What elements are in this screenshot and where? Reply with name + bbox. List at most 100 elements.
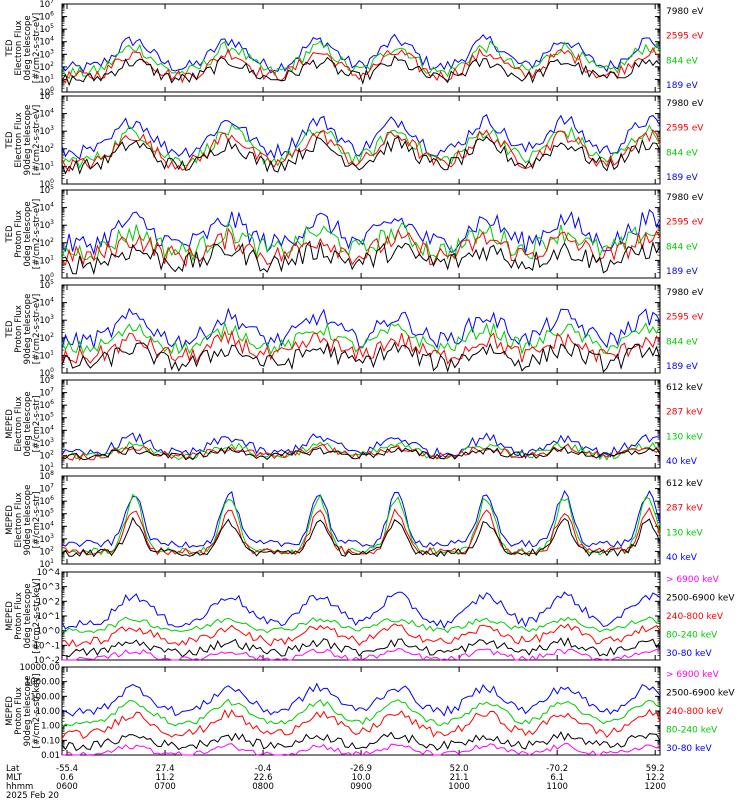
- legend-entry: 7980 eV: [666, 193, 704, 203]
- y-tick-label: 0.10: [41, 736, 60, 746]
- y-tick-label: 105: [39, 184, 54, 196]
- x-row-label: Lat: [6, 764, 20, 774]
- y-tick-label: 106: [39, 495, 54, 507]
- x-tick-label: -70.2: [546, 764, 568, 774]
- y-tick-label: 104: [39, 202, 54, 214]
- series-line: [61, 227, 661, 268]
- legend-entry: 189 eV: [666, 173, 699, 183]
- legend-entry: 2595 eV: [666, 32, 704, 42]
- series-line: [61, 446, 661, 461]
- x-row-label: hhmm: [6, 782, 33, 792]
- series-line: [61, 46, 661, 84]
- legend-entry: 7980 eV: [666, 288, 704, 298]
- legend-entry: 80-240 keV: [666, 726, 718, 736]
- series-line: [61, 698, 661, 728]
- x-tick-label: 10.0: [352, 773, 371, 783]
- legend-entry: 40 keV: [666, 457, 698, 467]
- y-tick-label: 101: [39, 73, 54, 85]
- legend-entry: 612 keV: [666, 479, 703, 489]
- y-tick-label: 103: [39, 314, 54, 326]
- y-axis-label: TEDElectron Flux0deg telescope[#/cm2-s-s…: [5, 13, 42, 83]
- panel-frame: [61, 571, 661, 661]
- y-tick-label: 102: [39, 143, 54, 155]
- series-line: [61, 240, 661, 276]
- y-tick-label: 103: [39, 533, 54, 545]
- y-tick-label: 103: [39, 219, 54, 231]
- y-tick-label: 100: [39, 272, 54, 284]
- legend-entry: > 6900 keV: [666, 670, 720, 680]
- x-tick-label: 6.1: [550, 773, 564, 783]
- series-line: [61, 682, 661, 717]
- series-line: [61, 637, 661, 658]
- y-tick-label: 104: [39, 108, 54, 120]
- y-tick-label: 107: [39, 483, 54, 495]
- legend-entry: 2595 eV: [666, 218, 704, 228]
- series-line: [61, 320, 661, 356]
- series-line: [61, 507, 661, 556]
- y-tick-label: 100: [39, 178, 54, 190]
- y-tick-label: 107: [39, 0, 54, 10]
- legend-entry: 30-80 keV: [666, 744, 712, 754]
- y-tick-label: 102: [39, 449, 54, 461]
- series-line: [61, 731, 661, 752]
- y-tick-label: 106: [39, 11, 54, 23]
- y-tick-label: 10.00: [36, 707, 60, 717]
- legend-entry: 287 keV: [666, 504, 703, 514]
- series-line: [61, 221, 661, 262]
- legend-entry: 7980 eV: [666, 7, 704, 17]
- y-tick-label: 105: [39, 90, 54, 102]
- x-tick-label: -55.4: [56, 764, 78, 774]
- y-axis-label: TEDProton Flux0deg telescope[#/cm2-s-str…: [5, 199, 42, 269]
- y-tick-label: 103: [39, 48, 54, 60]
- y-axis-label: TEDElectron Flux90deg telescope[#/cm2-s-…: [5, 105, 42, 176]
- x-tick-label: -0.4: [255, 764, 272, 774]
- y-tick-label: 105: [39, 508, 54, 520]
- series-line: [61, 341, 661, 373]
- panel-4: 100 101 102 103 104 105 TEDProton Flux90deg te…: [5, 279, 704, 379]
- panel-3: 100 101 102 103 104 105 TEDProton Flux0deg tel…: [5, 184, 704, 284]
- y-tick-label: 10^2: [37, 597, 60, 607]
- panel-frame: [61, 95, 661, 185]
- x-tick-label: 1100: [546, 782, 568, 792]
- series-line: [61, 307, 661, 351]
- series-line: [61, 33, 661, 74]
- series-line: [61, 329, 661, 365]
- y-tick-label: 103: [39, 125, 54, 137]
- legend-entry: 189 eV: [666, 267, 699, 277]
- x-tick-label: 59.2: [646, 764, 665, 774]
- x-tick-label: 1200: [644, 782, 666, 792]
- legend-entry: 130 keV: [666, 432, 703, 442]
- y-tick-label: 100: [39, 86, 54, 98]
- x-tick-label: 0600: [56, 782, 78, 792]
- legend-entry: 844 eV: [666, 242, 699, 252]
- y-tick-label: 105: [39, 279, 54, 291]
- y-tick-label: 10^-2: [34, 656, 60, 666]
- series-line: [61, 591, 661, 630]
- panel-frame: [61, 189, 661, 279]
- y-tick-label: 104: [39, 424, 54, 436]
- y-axis-label: MEPEDProton Flux0deg telescope[#/cm2-s-s…: [5, 579, 42, 654]
- y-tick-label: 102: [39, 61, 54, 73]
- legend-entry: 2500-6900 keV: [666, 689, 735, 699]
- series-line: [61, 40, 661, 80]
- y-axis-label: TEDProton Flux90deg telescope[#/cm2-s-st…: [5, 294, 42, 365]
- legend-entry: 844 eV: [666, 56, 699, 66]
- y-tick-label: 102: [39, 237, 54, 249]
- panel-8: 0.01 0.10 1.00 10.00 100.00 1000.00 10000.00ME…: [5, 663, 735, 761]
- panel-2: 100 101 102 103 104 105 TEDElectron Flux90deg …: [5, 90, 704, 190]
- legend-entry: 7980 eV: [666, 99, 704, 109]
- y-tick-label: 10^4: [37, 568, 60, 578]
- legend-entry: 844 eV: [666, 148, 699, 158]
- x-tick-label: 21.1: [450, 773, 469, 783]
- x-tick-label: 12.2: [646, 773, 665, 783]
- y-axis-label: MEPEDElectron Flux0deg telescope[#/cm2-s…: [5, 391, 42, 456]
- series-line: [61, 129, 661, 173]
- legend-entry: 844 eV: [666, 337, 699, 347]
- y-tick-label: 1000.00: [25, 678, 60, 688]
- y-tick-label: 100: [39, 367, 54, 379]
